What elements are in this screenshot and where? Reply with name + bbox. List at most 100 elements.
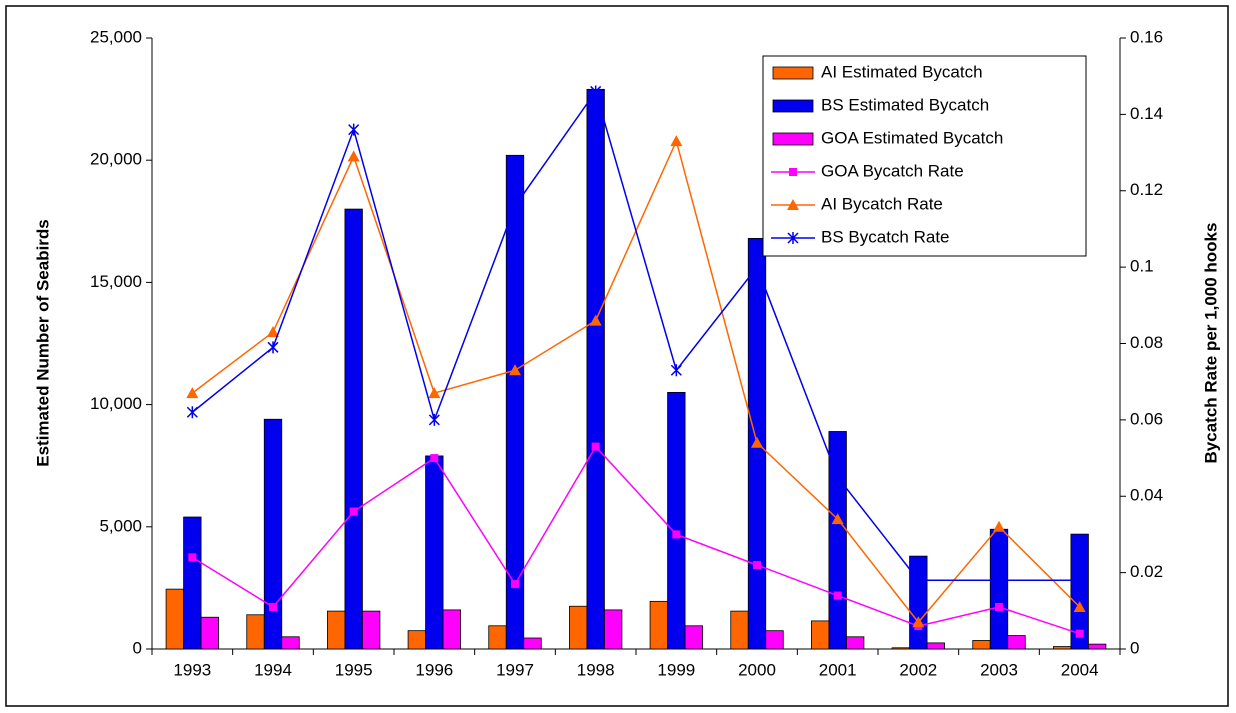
bar (891, 647, 910, 650)
bar (765, 630, 784, 650)
legend: AI Estimated Bycatch BS Estimated Bycatch… (762, 55, 1087, 257)
marker (993, 574, 1005, 587)
marker (672, 530, 681, 539)
y-tick-label: 15,000 (90, 272, 142, 291)
y2-tick-label: 0.02 (1130, 562, 1163, 581)
bar (926, 642, 945, 650)
y-tick-label: 25,000 (90, 27, 142, 46)
marker (670, 135, 683, 147)
marker (787, 232, 799, 244)
bar (425, 455, 444, 650)
marker (1075, 629, 1084, 638)
bar (362, 610, 381, 650)
legend-swatch (772, 66, 814, 80)
x-tick-label: 1994 (254, 660, 292, 679)
marker (912, 574, 924, 587)
marker (912, 616, 925, 628)
bar (1053, 646, 1072, 650)
marker (789, 168, 797, 176)
bar (846, 636, 865, 650)
x-tick-label: 2003 (980, 660, 1018, 679)
marker (670, 364, 682, 377)
marker (831, 513, 844, 525)
marker (753, 560, 761, 569)
y-tick-label: 10,000 (90, 394, 142, 413)
y2-tick-label: 0.04 (1130, 486, 1163, 505)
marker (751, 261, 763, 274)
y-tick-label: 5,000 (99, 516, 142, 535)
x-tick-label: 1993 (173, 660, 211, 679)
marker (509, 364, 521, 376)
bar (344, 208, 363, 650)
marker (186, 387, 199, 399)
bar (281, 636, 300, 650)
y2-tick-label: 0.08 (1130, 333, 1163, 352)
x-tick-label: 1996 (415, 660, 453, 679)
marker (995, 602, 1003, 611)
marker (833, 591, 842, 600)
marker (511, 580, 519, 589)
y2-tick-label: 0.1 (1130, 257, 1154, 276)
x-tick-label: 2001 (819, 660, 857, 679)
legend-label: AI Bycatch Rate (821, 194, 943, 213)
marker (1074, 574, 1086, 587)
bar (972, 640, 991, 650)
bar (989, 528, 1009, 650)
bar (200, 616, 219, 650)
marker (186, 406, 198, 419)
bar (604, 609, 623, 650)
bar (1007, 635, 1026, 650)
marker (267, 341, 279, 354)
marker (267, 326, 279, 338)
x-tick-label: 1997 (496, 660, 534, 679)
bar (327, 610, 346, 650)
bar (505, 154, 525, 650)
marker (269, 602, 277, 611)
y2-tick-label: 0.14 (1130, 104, 1163, 123)
bar (488, 625, 507, 650)
y-tick-label: 20,000 (90, 150, 142, 169)
y2-tick-label: 0.16 (1130, 27, 1163, 46)
marker (589, 314, 602, 326)
marker (428, 413, 440, 426)
legend-label: BS Bycatch Rate (821, 227, 950, 246)
marker (509, 200, 521, 213)
bar (909, 555, 928, 650)
legend-swatch (772, 132, 814, 146)
legend-label: GOA Estimated Bycatch (821, 128, 1003, 147)
bar (165, 588, 184, 650)
marker (832, 471, 844, 484)
legend-label: BS Estimated Bycatch (821, 95, 989, 114)
marker (348, 123, 360, 136)
marker (349, 507, 358, 516)
bar (828, 431, 847, 650)
y-axis-title: Estimated Number of Seabirds (33, 219, 52, 467)
x-tick-label: 2002 (899, 660, 937, 679)
marker (787, 199, 799, 210)
y2-axis-title: Bycatch Rate per 1,000 hooks (1201, 223, 1220, 464)
marker (751, 436, 763, 448)
legend-box (762, 55, 1087, 257)
bar (183, 516, 202, 650)
marker (188, 553, 197, 562)
line (191, 89, 1080, 582)
x-tick-label: 1995 (335, 660, 373, 679)
marker (993, 520, 1005, 532)
legend-label: GOA Bycatch Rate (821, 161, 964, 180)
bar (569, 605, 588, 650)
marker (347, 150, 360, 162)
bar (246, 614, 265, 650)
marker (1073, 600, 1086, 612)
y-tick-label: 0 (133, 638, 142, 657)
line (191, 445, 1080, 635)
bar (649, 600, 668, 650)
y2-tick-label: 0 (1130, 638, 1139, 657)
bar (667, 391, 686, 650)
bar (586, 88, 605, 650)
y2-tick-label: 0.12 (1130, 180, 1163, 199)
x-tick-label: 1999 (657, 660, 695, 679)
bar (1088, 643, 1107, 650)
marker (430, 454, 439, 463)
bar (523, 637, 542, 650)
